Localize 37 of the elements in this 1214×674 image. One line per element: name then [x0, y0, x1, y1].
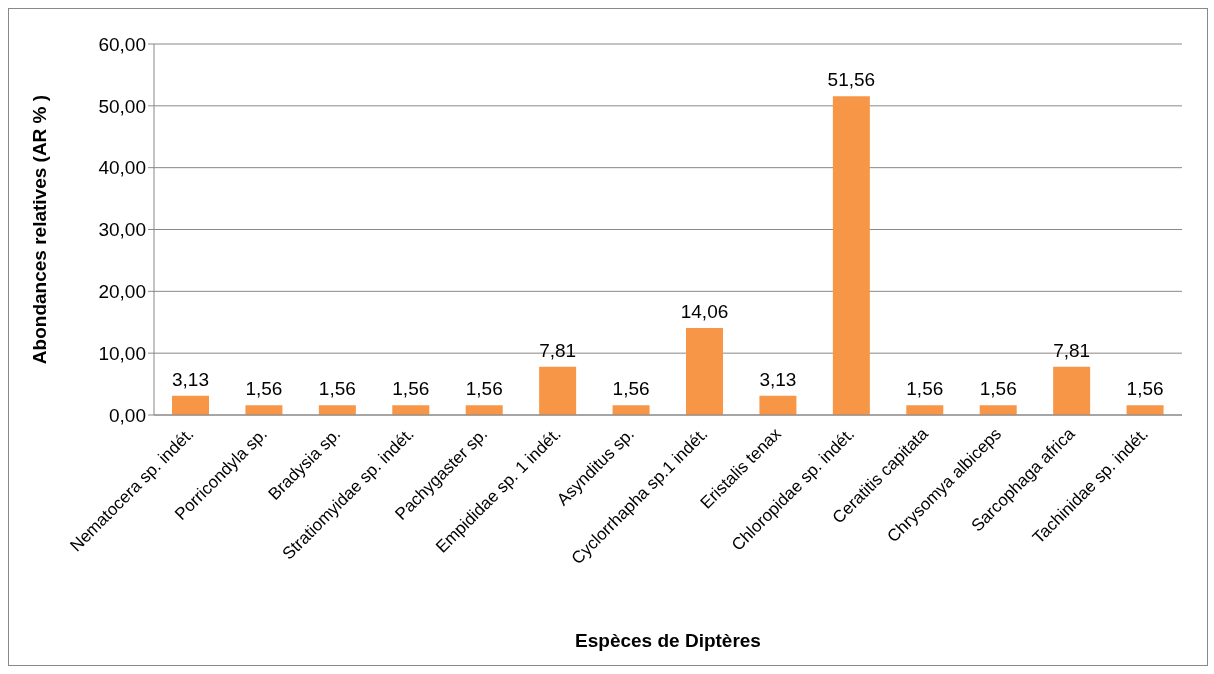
data-label: 1,56: [1126, 378, 1164, 400]
y-tick-label: 60,00: [98, 33, 146, 55]
data-label: 1,56: [245, 378, 283, 400]
y-tick-label: 0,00: [109, 404, 146, 426]
bar: [392, 405, 430, 415]
data-label: 1,56: [979, 378, 1017, 400]
bar: [1126, 405, 1164, 415]
data-label: 1,56: [906, 378, 944, 400]
bar: [906, 405, 944, 415]
data-label: 1,56: [612, 378, 650, 400]
bar: [245, 405, 283, 415]
data-label: 14,06: [680, 301, 729, 323]
data-label: 3,13: [759, 368, 797, 390]
data-label: 1,56: [465, 378, 503, 400]
y-tick-label: 30,00: [98, 219, 146, 241]
data-label: 1,56: [318, 378, 356, 400]
bar: [686, 328, 723, 415]
bar: [979, 405, 1017, 415]
data-label: 3,13: [172, 368, 209, 390]
bar: [612, 405, 650, 415]
data-label: 1,56: [392, 378, 430, 400]
data-label: 51,56: [827, 69, 876, 91]
bar: [759, 395, 797, 415]
bar: [465, 405, 503, 415]
bar: [832, 96, 870, 415]
y-tick-label: 40,00: [98, 157, 146, 179]
data-label: 7,81: [539, 339, 577, 361]
data-label: 7,81: [1053, 339, 1091, 361]
bar: [318, 405, 356, 415]
x-axis-title: Espèces de Diptères: [575, 630, 761, 651]
y-axis-title: Abondances relatives (AR % ): [28, 94, 50, 365]
y-tick-label: 10,00: [98, 342, 146, 364]
bar: [539, 366, 577, 415]
bar: [172, 395, 209, 415]
y-tick-label: 50,00: [98, 95, 146, 117]
bar: [1053, 366, 1091, 415]
y-tick-label: 20,00: [98, 281, 146, 303]
